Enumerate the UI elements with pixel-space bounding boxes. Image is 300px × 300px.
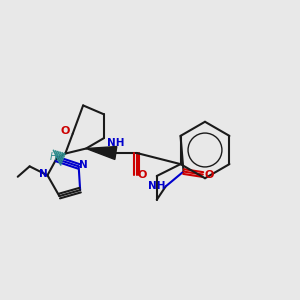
Text: N: N: [79, 160, 88, 170]
Text: N: N: [39, 169, 47, 179]
Text: O: O: [61, 126, 70, 136]
Text: O: O: [138, 170, 147, 180]
Polygon shape: [86, 146, 117, 159]
Text: NH: NH: [148, 182, 166, 191]
Text: NH: NH: [107, 138, 124, 148]
Text: O: O: [204, 169, 214, 179]
Text: H: H: [50, 152, 57, 161]
